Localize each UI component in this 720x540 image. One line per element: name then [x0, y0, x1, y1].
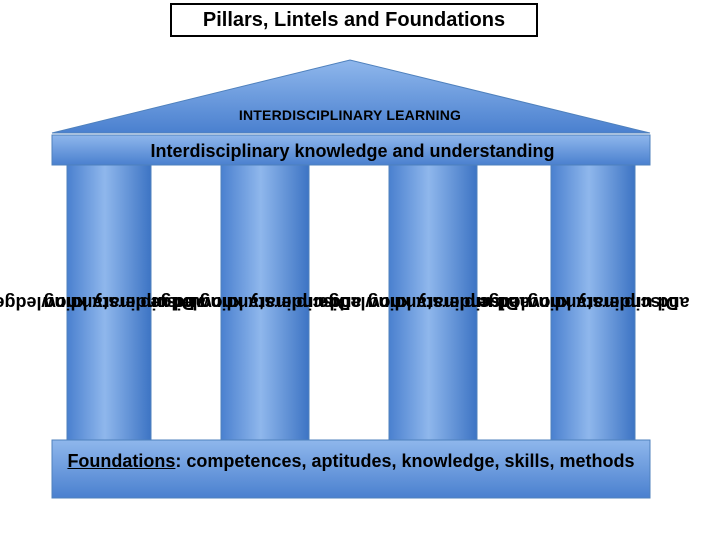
lintel-label: Interdisciplinary knowledge and understa… — [150, 141, 555, 161]
pillar-2 — [220, 164, 310, 441]
foundation-description: : competences, aptitudes, knowledge, ski… — [175, 451, 635, 471]
roof-label: INTERDISCIPLINARY LEARNING — [238, 107, 462, 123]
pillar-4 — [550, 164, 636, 441]
lintel-bar — [51, 134, 651, 166]
roof-triangle — [51, 59, 651, 134]
diagram-title: Pillars, Lintels and Foundations — [170, 3, 538, 37]
pillar-4-label: Disciplinary knowledge and understanding — [478, 165, 689, 440]
foundation-heading: Foundations — [67, 451, 176, 471]
pillar-3 — [388, 164, 478, 441]
foundation-slab — [51, 439, 651, 499]
pillar-4-line2: and understanding — [527, 292, 689, 313]
foundation-label: Foundations: competences, aptitudes, kno… — [52, 449, 650, 474]
pillar-1 — [66, 164, 152, 441]
